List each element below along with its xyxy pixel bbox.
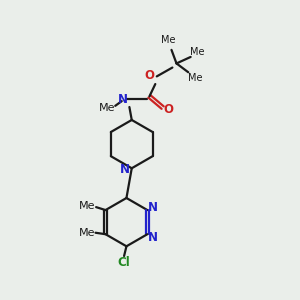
Text: Cl: Cl — [118, 256, 130, 269]
Text: O: O — [144, 69, 154, 82]
Text: Me: Me — [161, 35, 176, 45]
Text: N: N — [120, 163, 130, 176]
Text: Me: Me — [79, 228, 95, 238]
Text: Me: Me — [99, 103, 115, 113]
Text: Me: Me — [79, 201, 95, 211]
Text: O: O — [163, 103, 173, 116]
Text: N: N — [148, 231, 158, 244]
Text: Me: Me — [188, 73, 202, 82]
Text: N: N — [148, 201, 158, 214]
Text: N: N — [118, 93, 128, 106]
Text: Me: Me — [190, 47, 205, 57]
